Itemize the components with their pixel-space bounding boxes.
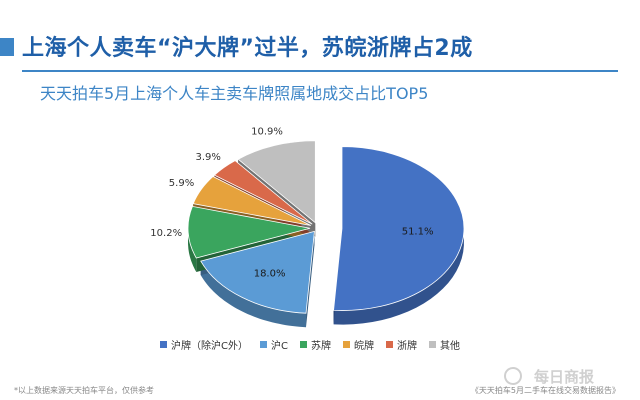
report-source: 《天天拍车5月二手车在线交易数据报告》 [470, 386, 620, 395]
watermark-logo-icon [504, 367, 522, 385]
legend-swatch [160, 341, 167, 348]
legend-swatch [428, 341, 436, 348]
legend-label: 浙牌 [396, 341, 417, 352]
pie-slice [187, 205, 311, 259]
legend-item: 沪牌（除沪C外） [160, 337, 248, 352]
title-accent-bar [0, 38, 14, 56]
chart-legend: 沪牌（除沪C外） 沪C 苏牌 皖牌 浙牌 其他 [160, 337, 460, 352]
pie-slice [192, 176, 311, 226]
legend-item: 皖牌 [342, 337, 374, 352]
pie-slice [200, 230, 315, 314]
legend-item: 沪C [259, 337, 288, 352]
pie-top-layer [187, 140, 465, 314]
legend-label: 沪C [270, 341, 288, 352]
legend-label: 其他 [439, 341, 460, 352]
title-divider [22, 70, 618, 72]
legend-item: 浙牌 [385, 337, 417, 352]
legend-label: 皖牌 [353, 341, 374, 352]
legend-swatch [342, 341, 350, 348]
legend-swatch [299, 341, 307, 348]
pie-slice [333, 146, 465, 311]
watermark: 每日商报 [533, 368, 594, 386]
data-label: 5.9% [169, 178, 194, 189]
data-label: 51.1% [402, 226, 434, 237]
page-title: 上海个人卖车“沪大牌”过半，苏皖浙牌占2成 [22, 36, 473, 61]
pie-slice [237, 140, 316, 224]
legend-item: 苏牌 [299, 337, 331, 352]
pie-slice [213, 160, 313, 225]
data-label: 10.9% [251, 127, 283, 138]
pie-label-layer: 51.1% 18.0% 10.2% 5.9% 3.9% 10.9% [150, 127, 433, 280]
chart-subtitle: 天天拍车5月上海个人车主卖车牌照属地成交占比TOP5 [40, 84, 429, 103]
data-label: 3.9% [195, 152, 220, 163]
legend-label: 沪牌（除沪C外） [171, 341, 248, 352]
pie-slice-side [200, 261, 306, 328]
legend-item: 其他 [428, 337, 460, 352]
data-label: 18.0% [254, 268, 286, 279]
data-source-note: *以上数据来源天天拍车平台，仅供参考 [14, 386, 154, 395]
legend-label: 苏牌 [310, 341, 331, 352]
legend-swatch [385, 341, 393, 348]
legend-swatch [259, 341, 267, 348]
data-label: 10.2% [150, 228, 182, 239]
